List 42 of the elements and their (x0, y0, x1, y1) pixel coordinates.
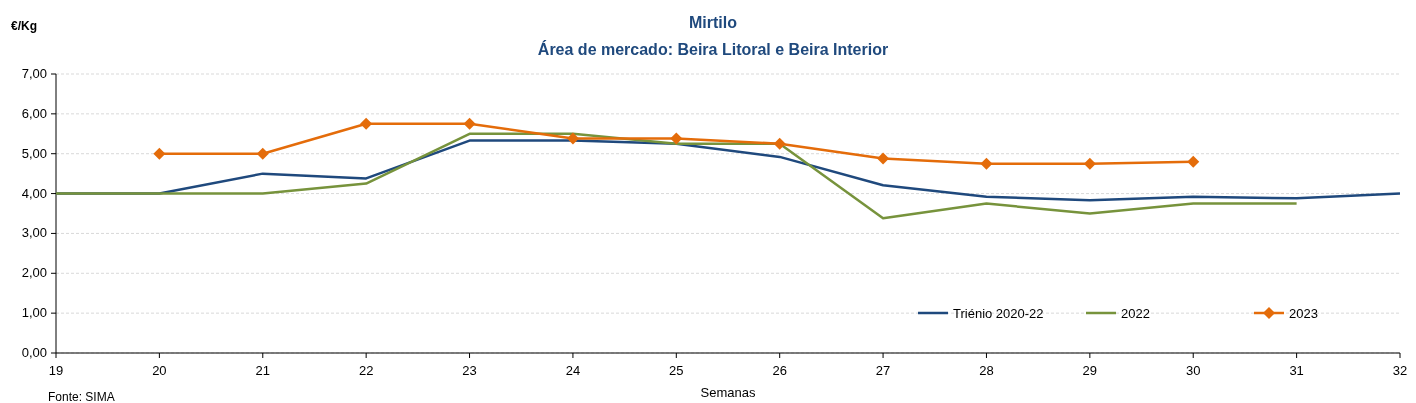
legend-label: 2023 (1289, 306, 1318, 321)
point (1187, 155, 1200, 168)
x-tick-label: 27 (875, 363, 891, 378)
point (360, 117, 373, 130)
y-tick-label: 6,00 (21, 105, 47, 121)
point (153, 147, 166, 160)
x-tick-label: 19 (48, 363, 64, 378)
point (670, 132, 683, 145)
x-tick-label: 30 (1186, 363, 1201, 378)
line-series (54, 132, 1298, 220)
y-tick-label: 5,00 (21, 145, 47, 161)
point (566, 132, 579, 145)
chart-title: Mirtilo (689, 14, 738, 31)
legend-label: Triénio 2020-22 (953, 306, 1044, 321)
x-tick-label: 21 (255, 363, 270, 378)
x-tick-label: 32 (1392, 363, 1408, 378)
y-axis-title: €/Kg (11, 19, 38, 33)
y-tick-label: 7,00 (21, 66, 47, 81)
point (1083, 157, 1096, 170)
x-tick-label: 24 (565, 363, 581, 378)
x-tick-label: 26 (772, 363, 787, 378)
y-tick-label: 4,00 (21, 185, 47, 201)
x-tick-label: 31 (1289, 363, 1304, 378)
x-tick-label: 23 (462, 363, 477, 378)
source-note: Fonte: SIMA (48, 390, 115, 403)
y-tick-label: 0,00 (21, 345, 47, 360)
point (256, 147, 269, 160)
chart-subtitle: Área de mercado: Beira Litoral e Beira Interior (537, 40, 889, 58)
x-tick-label: 22 (358, 363, 374, 378)
legend-label: 2022 (1121, 306, 1150, 321)
x-tick-label: 28 (979, 363, 994, 378)
point (773, 137, 786, 150)
point (980, 157, 993, 170)
x-tick-label: 25 (669, 363, 684, 378)
y-tick-label: 3,00 (21, 225, 47, 241)
point (877, 152, 890, 165)
x-axis-title: Semanas (700, 385, 756, 400)
y-tick-label: 2,00 (21, 265, 47, 281)
x-tick-label: 20 (152, 363, 167, 378)
point (463, 117, 476, 130)
y-tick-label: 1,00 (21, 305, 47, 321)
x-tick-label: 29 (1082, 363, 1098, 378)
